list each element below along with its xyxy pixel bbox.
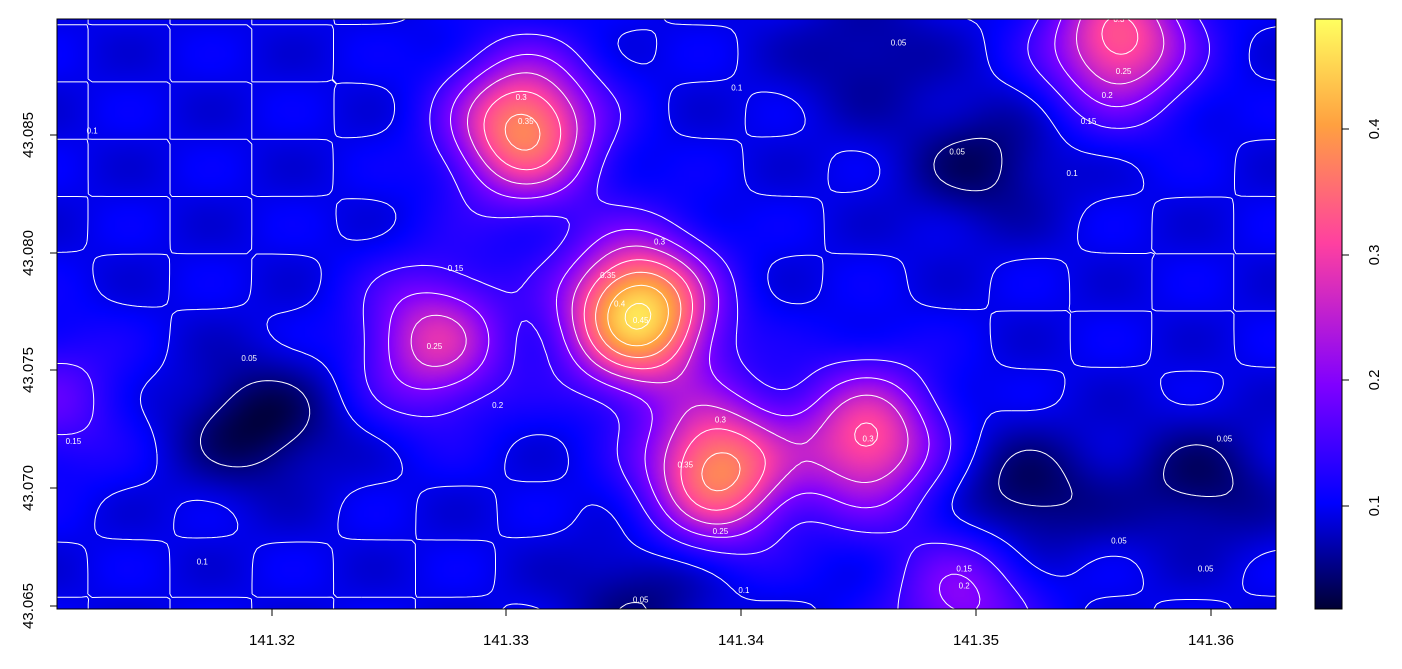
contour-label: 0.1 bbox=[731, 84, 743, 93]
contour-line-0.2 bbox=[388, 19, 1186, 609]
y-tick-label: 43.070 bbox=[20, 465, 37, 511]
x-tick-label: 141.35 bbox=[953, 632, 999, 649]
y-tick-label: 43.075 bbox=[20, 347, 37, 393]
contour-label: 0.05 bbox=[1217, 434, 1233, 443]
contour-label: 0.1 bbox=[197, 558, 209, 567]
contour-label: 0.05 bbox=[633, 596, 649, 605]
contour-label-layer: 0.1 0.05 0.1 0.3 0.35 0.05 0.3 0.25 0.2 0.15 0.1 0.… bbox=[66, 15, 1233, 605]
contour-label: 0.3 bbox=[654, 238, 666, 247]
colorbar-tick-label: 0.2 bbox=[1366, 370, 1383, 391]
contour-label: 0.3 bbox=[516, 93, 528, 102]
contour-label: 0.05 bbox=[1111, 536, 1127, 545]
y-axis: 43.065 43.070 43.075 43.080 43.085 bbox=[20, 112, 58, 629]
contour-label: 0.2 bbox=[959, 581, 971, 590]
y-tick-label: 43.065 bbox=[20, 583, 37, 629]
colorbar-tick-label: 0.1 bbox=[1366, 496, 1383, 517]
contour-label: 0.35 bbox=[600, 271, 616, 280]
contour-label: 0.15 bbox=[66, 437, 82, 446]
contour-label: 0.35 bbox=[518, 117, 534, 126]
contour-label: 0.1 bbox=[87, 126, 99, 135]
x-tick-label: 141.33 bbox=[483, 632, 529, 649]
colorbar-tick-label: 0.4 bbox=[1366, 119, 1383, 140]
contour-line-0.15 bbox=[57, 19, 1210, 609]
contour-line-0.4 bbox=[607, 284, 669, 347]
contour-label: 0.3 bbox=[715, 415, 727, 424]
contour-line-0.05 bbox=[200, 137, 1234, 609]
contour-line-0.35 bbox=[504, 113, 741, 492]
colorbar-gradient bbox=[1314, 18, 1343, 610]
contour-lines bbox=[57, 19, 1276, 609]
y-tick-label: 43.085 bbox=[20, 112, 37, 158]
contour-line-0.45 bbox=[624, 303, 652, 330]
x-tick-label: 141.36 bbox=[1188, 632, 1234, 649]
contour-label: 0.05 bbox=[1198, 565, 1214, 574]
contour-label: 0.1 bbox=[1067, 169, 1079, 178]
contour-label: 0.4 bbox=[614, 299, 626, 308]
x-tick-label: 141.34 bbox=[718, 632, 764, 649]
contour-line-0.25 bbox=[410, 19, 1165, 525]
heatmap-surface bbox=[57, 19, 1276, 609]
contour-label: 0.15 bbox=[956, 565, 972, 574]
contour-label: 0.25 bbox=[1116, 67, 1132, 76]
colorbar: 0.1 0.2 0.3 0.4 bbox=[1314, 18, 1383, 610]
contour-label: 0.05 bbox=[241, 354, 257, 363]
contour-label: 0.05 bbox=[891, 39, 907, 48]
contour-label: 0.1 bbox=[738, 586, 750, 595]
heatmap-image bbox=[57, 19, 1276, 609]
contour-label: 0.15 bbox=[1081, 117, 1097, 126]
contour-label: 0.25 bbox=[427, 342, 443, 351]
x-tick-label: 141.32 bbox=[249, 632, 295, 649]
contour-label: 0.2 bbox=[1102, 91, 1114, 100]
y-tick-label: 43.080 bbox=[20, 230, 37, 276]
contour-label: 0.3 bbox=[863, 434, 875, 443]
contour-label: 0.45 bbox=[633, 316, 649, 325]
x-axis: 141.32 141.33 141.34 141.35 141.36 bbox=[249, 608, 1234, 649]
contour-label: 0.2 bbox=[492, 401, 504, 410]
contour-label: 0.05 bbox=[949, 148, 965, 157]
contour-label: 0.35 bbox=[678, 461, 694, 470]
contour-label: 0.15 bbox=[448, 264, 464, 273]
colorbar-tick-label: 0.3 bbox=[1366, 245, 1383, 266]
contour-label: 0.25 bbox=[713, 527, 729, 536]
contour-line-0.1 bbox=[57, 19, 1276, 609]
contour-line-0.3 bbox=[483, 19, 1139, 511]
